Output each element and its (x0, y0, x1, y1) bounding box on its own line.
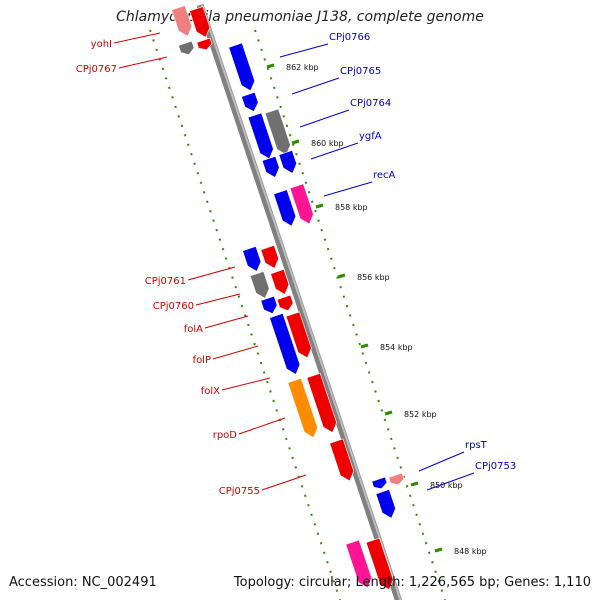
left-leader-line (212, 345, 259, 360)
tick-label: 854 kbp (380, 343, 413, 352)
gene-label-left: rpoD (213, 430, 238, 441)
tick-label: 852 kbp (404, 410, 437, 419)
gene-arrow (388, 472, 405, 486)
gene-arrow (365, 537, 394, 591)
gene-arrow (171, 5, 193, 37)
gene-arrow (178, 40, 195, 56)
genome-backbone-highlight (201, 4, 402, 600)
right-leader-line (310, 142, 359, 160)
gene-label-right: CPj0753 (475, 461, 516, 472)
gene-arrow (196, 37, 213, 51)
gene-arrow (264, 108, 291, 156)
tick-label: 860 kbp (311, 139, 344, 148)
gene-arrow (278, 149, 297, 174)
right-leader-line (418, 451, 465, 472)
gene-arrow (242, 246, 262, 272)
left-leader-line (204, 315, 249, 329)
left-leader-line (187, 266, 236, 281)
gene-arrow (247, 112, 274, 160)
gene-label-left: folP (193, 355, 211, 366)
gene-label-right: CPj0765 (340, 66, 381, 77)
left-leader-line (113, 32, 161, 44)
gene-arrow (260, 244, 279, 269)
gene-arrow (306, 372, 337, 433)
tick-mark (410, 481, 419, 487)
left-leader-line (118, 56, 168, 69)
tick-label: 862 kbp (286, 63, 319, 72)
outer-dotted-guide (254, 29, 446, 600)
accession-text: Accession: NC_002491 (9, 575, 157, 590)
gene-arrow (273, 189, 297, 227)
gene-label-right: CPj0766 (329, 32, 370, 43)
gene-arrow (289, 183, 314, 225)
gene-label-right: CPj0764 (350, 98, 391, 109)
gene-arrow (345, 539, 373, 589)
gene-arrow (270, 269, 290, 295)
left-leader-line (238, 417, 286, 435)
right-leader-line (299, 109, 350, 128)
genome-backbone (196, 3, 403, 600)
right-leader-line (279, 43, 329, 58)
gene-label-right: ygfA (359, 131, 382, 142)
tick-mark (384, 410, 393, 416)
right-leader-line (291, 77, 340, 95)
tick-mark (434, 547, 443, 553)
tick-mark (315, 203, 324, 209)
gene-arrow (375, 489, 396, 519)
tick-mark (266, 63, 275, 69)
left-leader-line (261, 474, 307, 491)
tick-label: 848 kbp (454, 547, 487, 556)
gene-arrow (276, 294, 294, 312)
gene-label-left: folX (201, 386, 220, 397)
gene-label-left: yohI (91, 39, 112, 50)
tick-mark (360, 343, 369, 349)
gene-arrow (260, 295, 278, 314)
gene-label-left: CPj0761 (145, 276, 186, 287)
gene-label-right: rpsT (465, 440, 488, 451)
gene-arrow (285, 311, 312, 359)
inner-dotted-guide (149, 29, 341, 600)
gene-arrow (261, 155, 280, 178)
gene-label-left: CPj0760 (153, 301, 194, 312)
tick-label: 858 kbp (335, 203, 368, 212)
gene-arrow (249, 271, 270, 299)
gene-label-left: CPj0767 (76, 64, 117, 75)
gene-label-left: folA (184, 324, 203, 335)
left-leader-line (195, 293, 241, 306)
gene-arrow (241, 91, 259, 112)
tick-mark (291, 139, 300, 145)
tick-label: 856 kbp (357, 273, 390, 282)
gene-arrow (269, 312, 301, 375)
right-leader-line (426, 472, 475, 491)
gene-arrow (189, 6, 211, 38)
left-leader-line (221, 377, 271, 391)
gene-arrow (228, 42, 256, 92)
tick-label: 850 kbp (430, 481, 463, 490)
genome-summary-text: Topology: circular; Length: 1,226,565 bp… (233, 575, 591, 590)
right-leader-line (323, 181, 373, 197)
gene-label-left: CPj0755 (219, 486, 260, 497)
gene-arrow (287, 377, 318, 438)
gene-label-right: recA (373, 170, 396, 181)
gene-arrow (371, 476, 388, 490)
tick-mark (337, 273, 346, 279)
gene-arrow (329, 438, 355, 482)
